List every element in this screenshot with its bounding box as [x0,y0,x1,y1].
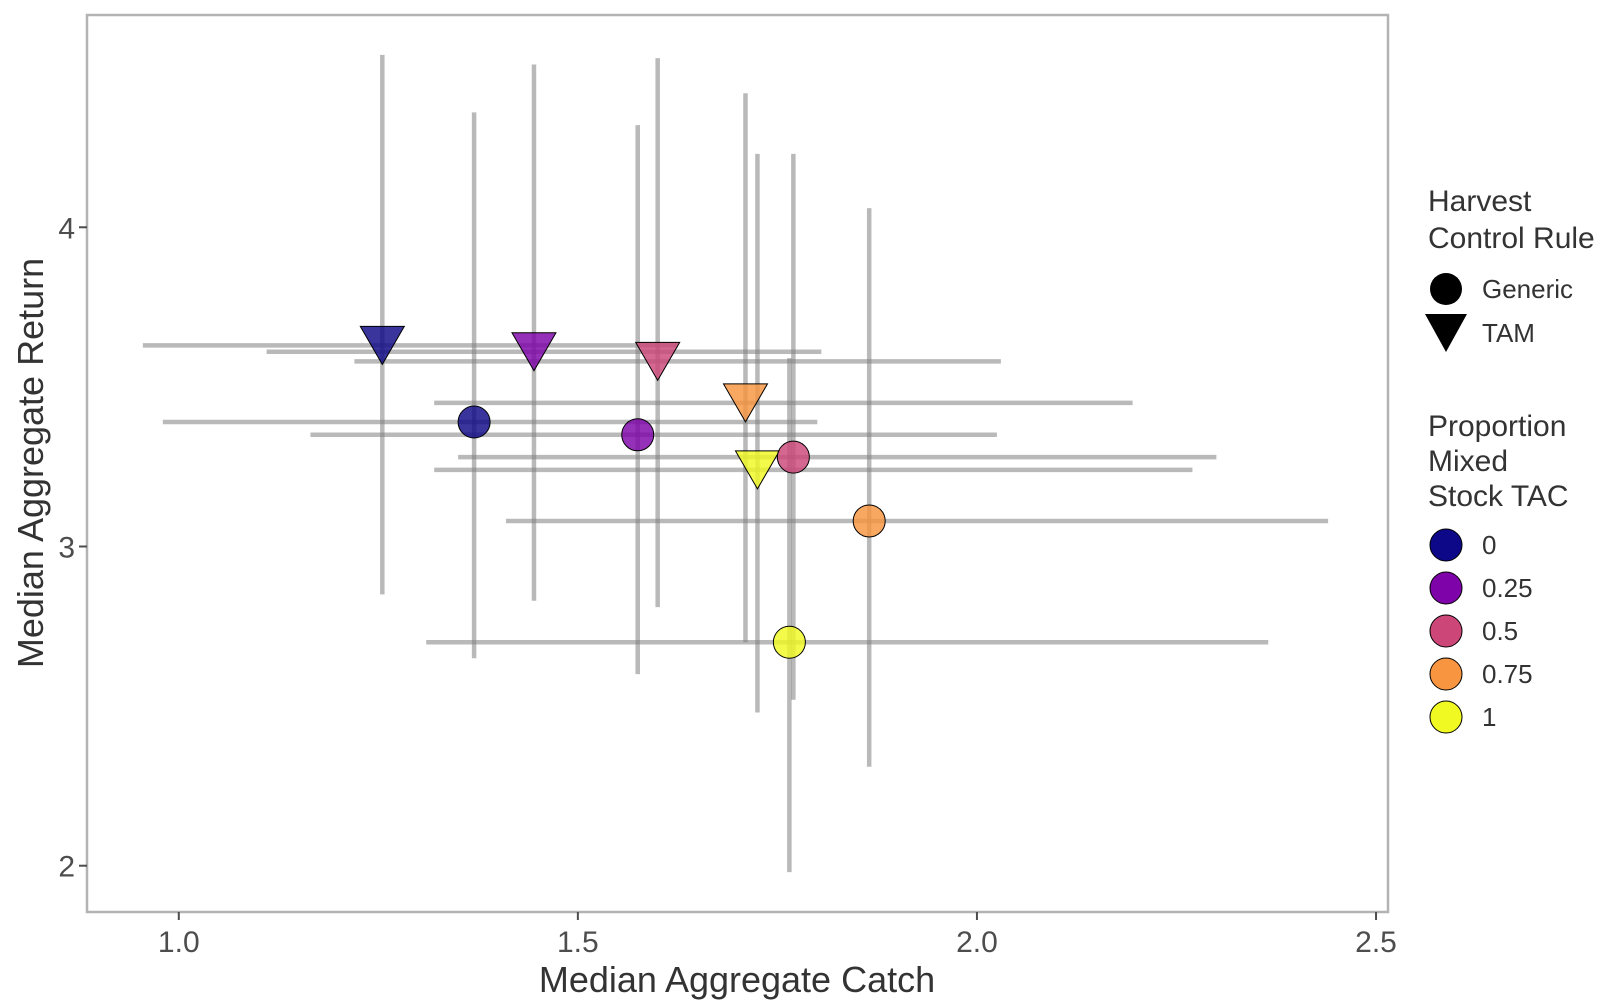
point-generic-0-75 [852,504,886,538]
legend-label-prop-0-25: 0.25 [1482,573,1533,603]
shape-legend-title-line-1: Harvest [1428,185,1532,218]
y-tick-label: 2 [58,851,75,884]
legend-label-prop-0: 0 [1482,530,1496,560]
point-tam-0-25 [511,332,557,372]
point-generic-0-25 [621,418,655,452]
y-tick-label: 3 [58,531,75,564]
legend-key-prop-1 [1429,700,1463,734]
color-legend-title-line-2: Mixed [1428,445,1508,478]
legend-label-prop-1: 1 [1482,702,1496,732]
legend-label-prop-0-75: 0.75 [1482,659,1533,689]
legend-key-prop-0-25 [1429,571,1463,605]
legend-key-prop-0-75 [1429,657,1463,691]
legend-label-prop-0-5: 0.5 [1482,616,1518,646]
plot-panel [85,13,1390,914]
x-axis-title: Median Aggregate Catch [539,959,935,1000]
point-generic-0 [457,405,491,439]
x-tick-label: 1.5 [557,926,599,959]
legend-label-tam: TAM [1482,318,1535,348]
legend-label-generic: Generic [1482,274,1573,304]
legend-key-prop-0-5 [1429,614,1463,648]
point-generic-1 [772,625,806,659]
x-tick-label: 2.5 [1355,926,1397,959]
y-axis: 2 3 4 [58,212,87,884]
color-legend: Proportion Mixed Stock TAC 0 0.25 0.5 0.75 1 [1428,410,1569,734]
point-generic-0-5 [776,440,810,474]
point-tam-0-5 [634,341,681,382]
color-legend-title-line-1: Proportion [1428,410,1566,443]
data-points [359,325,886,659]
shape-legend-title-line-2: Control Rule [1428,222,1595,255]
legend-key-tam-triangle [1425,314,1467,352]
color-legend-title-line-3: Stock TAC [1428,480,1569,513]
shape-legend: Harvest Control Rule Generic TAM [1425,185,1595,352]
x-axis: 1.0 1.5 2.0 2.5 [158,912,1397,959]
legend-key-prop-0 [1429,528,1463,562]
x-tick-label: 1.0 [158,926,200,959]
point-tam-0-75 [722,383,769,423]
y-tick-label: 4 [58,212,75,245]
point-tam-0 [359,325,406,366]
point-tam-1 [734,450,781,490]
y-axis-title: Median Aggregate Return [10,258,51,668]
x-tick-label: 2.0 [956,926,998,959]
legend-key-generic-circle [1430,273,1462,305]
